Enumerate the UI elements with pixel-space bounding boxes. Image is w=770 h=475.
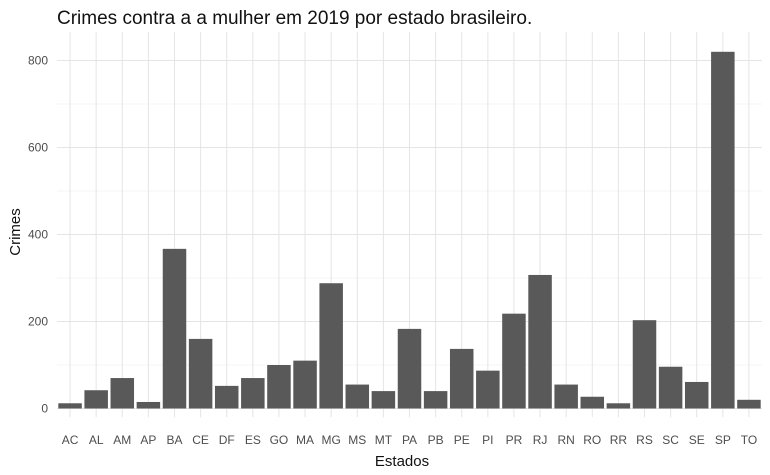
bar-ro xyxy=(580,396,605,409)
y-tick-label: 800 xyxy=(28,54,48,68)
bar-ce xyxy=(188,338,213,409)
x-tick-label: AM xyxy=(113,433,131,447)
x-tick-label: BA xyxy=(166,433,182,447)
bar-pe xyxy=(449,348,474,409)
x-tick-label: PR xyxy=(506,433,523,447)
bar-al xyxy=(84,390,108,409)
x-tick-label: RR xyxy=(610,433,628,447)
x-tick-label: PA xyxy=(402,433,417,447)
bar-pr xyxy=(502,313,526,409)
bar-se xyxy=(684,381,709,409)
bar-pa xyxy=(397,328,422,409)
y-axis-title: Crimes xyxy=(7,208,24,256)
bar-mg xyxy=(319,283,343,409)
x-tick-label: SP xyxy=(715,433,731,447)
x-tick-label: GO xyxy=(270,433,289,447)
x-tick-label: SE xyxy=(689,433,705,447)
bar-go xyxy=(267,365,291,409)
bar-ba xyxy=(162,248,187,409)
x-axis-ticks: AC AL AM AP BA CE DF ES GO MA MG MS MT PA PB PE PI PR RJ RN… xyxy=(62,433,757,447)
x-tick-label: PB xyxy=(428,433,444,447)
x-tick-label: PE xyxy=(454,433,470,447)
bar-rj xyxy=(528,274,552,409)
x-tick-label: SC xyxy=(662,433,679,447)
bar-ap xyxy=(136,401,161,409)
bar-ms xyxy=(345,384,370,409)
bar-df xyxy=(214,385,239,409)
x-tick-label: MT xyxy=(375,433,393,447)
x-tick-label: ES xyxy=(245,433,261,447)
bar-am xyxy=(110,378,135,409)
y-tick-label: 600 xyxy=(28,141,48,155)
bar-mt xyxy=(371,391,396,409)
x-tick-label: MA xyxy=(296,433,314,447)
x-tick-label: RO xyxy=(583,433,601,447)
y-tick-label: 0 xyxy=(41,402,48,416)
bar-sp xyxy=(711,51,735,409)
bar-pi xyxy=(476,370,500,409)
x-tick-label: RN xyxy=(557,433,574,447)
bar-pb xyxy=(423,391,448,409)
bar-rn xyxy=(554,384,578,409)
bars xyxy=(58,51,761,409)
bar-ac xyxy=(58,403,82,409)
bar-es xyxy=(241,378,265,409)
x-tick-label: MS xyxy=(348,433,366,447)
x-tick-label: RS xyxy=(636,433,653,447)
y-tick-label: 200 xyxy=(28,315,48,329)
x-tick-label: AL xyxy=(89,433,104,447)
x-axis-title: Estados xyxy=(375,453,429,470)
bar-rs xyxy=(632,320,657,409)
x-tick-label: AC xyxy=(62,433,79,447)
x-tick-label: AP xyxy=(140,433,156,447)
x-tick-label: RJ xyxy=(533,433,548,447)
x-tick-label: MG xyxy=(321,433,340,447)
x-tick-label: DF xyxy=(219,433,235,447)
x-tick-label: TO xyxy=(741,433,757,447)
chart-title: Crimes contra a a mulher em 2019 por est… xyxy=(57,8,532,29)
bar-ma xyxy=(293,360,317,409)
x-tick-label: PI xyxy=(482,433,493,447)
y-tick-label: 400 xyxy=(28,228,48,242)
bar-to xyxy=(737,399,761,409)
x-tick-label: CE xyxy=(192,433,209,447)
bar-sc xyxy=(658,366,683,409)
y-axis-ticks: 0 200 400 600 800 xyxy=(28,54,48,416)
bar-rr xyxy=(606,403,631,409)
